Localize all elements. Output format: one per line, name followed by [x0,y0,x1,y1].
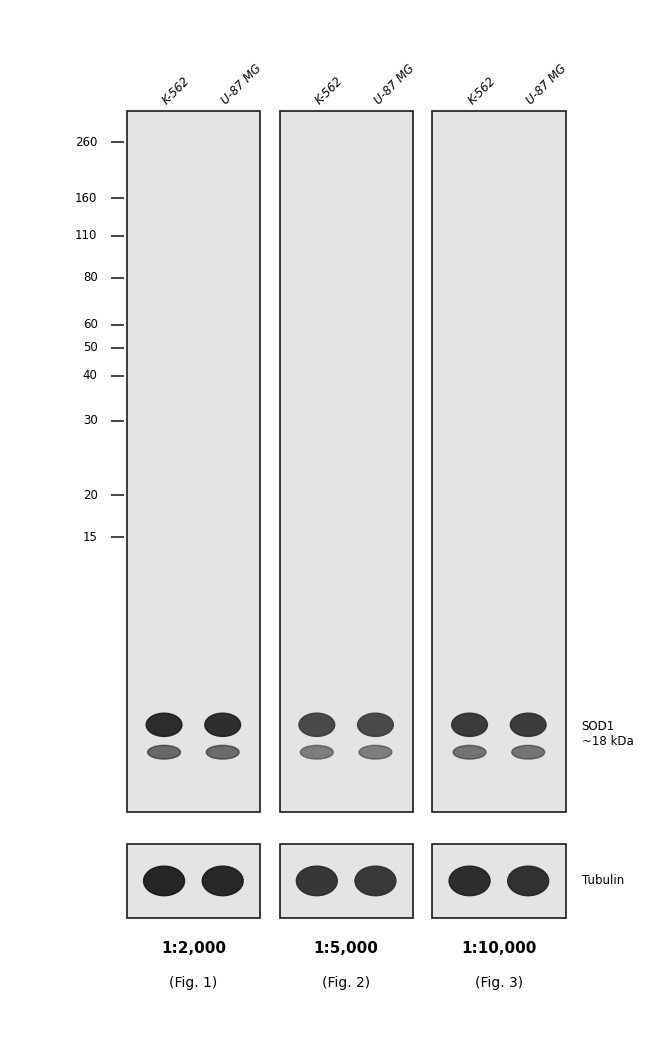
Text: 110: 110 [75,229,98,243]
Ellipse shape [205,713,240,736]
FancyBboxPatch shape [280,844,413,918]
Ellipse shape [449,866,490,896]
Ellipse shape [358,713,393,736]
Text: U-87 MG: U-87 MG [218,62,264,108]
FancyBboxPatch shape [432,844,566,918]
Ellipse shape [206,745,239,760]
Ellipse shape [355,866,396,896]
Text: 1:5,000: 1:5,000 [314,941,378,956]
FancyBboxPatch shape [280,111,413,812]
FancyBboxPatch shape [127,111,260,812]
Ellipse shape [359,745,392,760]
Ellipse shape [300,745,333,760]
Ellipse shape [512,745,545,760]
Ellipse shape [299,713,335,736]
Text: 30: 30 [83,415,98,427]
Ellipse shape [452,713,488,736]
Text: 60: 60 [83,319,98,331]
Text: U-87 MG: U-87 MG [524,62,569,108]
Ellipse shape [296,866,337,896]
Text: K-562: K-562 [160,75,193,108]
Ellipse shape [146,713,182,736]
Ellipse shape [453,745,486,760]
Text: K-562: K-562 [465,75,499,108]
Text: (Fig. 1): (Fig. 1) [169,976,218,990]
Text: 20: 20 [83,488,98,502]
FancyBboxPatch shape [432,111,566,812]
Text: 40: 40 [83,369,98,383]
Ellipse shape [510,713,546,736]
Ellipse shape [508,866,549,896]
Text: 50: 50 [83,342,98,354]
Ellipse shape [144,866,185,896]
Text: 1:10,000: 1:10,000 [462,941,536,956]
Ellipse shape [202,866,243,896]
Text: K-562: K-562 [313,75,346,108]
Text: 160: 160 [75,192,98,205]
Text: 260: 260 [75,136,98,149]
Text: U-87 MG: U-87 MG [371,62,417,108]
Text: 1:2,000: 1:2,000 [161,941,226,956]
Text: 15: 15 [83,531,98,543]
FancyBboxPatch shape [127,844,260,918]
Text: Tubulin: Tubulin [582,875,624,887]
Text: SOD1
~18 kDa: SOD1 ~18 kDa [582,721,634,748]
Ellipse shape [148,745,181,760]
Text: (Fig. 3): (Fig. 3) [474,976,523,990]
Text: (Fig. 2): (Fig. 2) [322,976,370,990]
Text: 80: 80 [83,271,98,284]
